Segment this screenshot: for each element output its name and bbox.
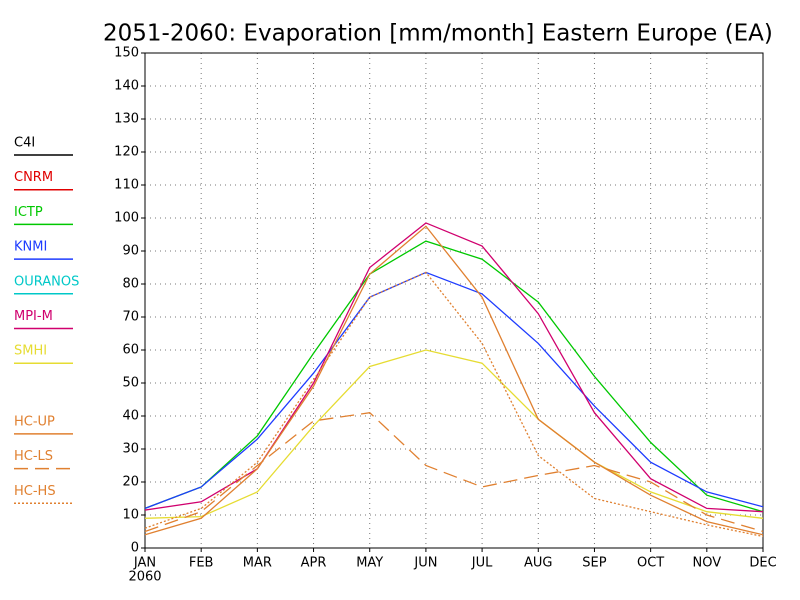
x-tick-label: DEC [749, 556, 776, 571]
plot-frame [144, 52, 764, 549]
y-tick-label: 130 [114, 112, 139, 127]
series-line [144, 222, 764, 513]
chart-title: 2051-2060: Evaporation [mm/month] Easter… [103, 21, 773, 47]
y-tick-label: 80 [122, 277, 139, 292]
y-tick-label: 0 [131, 541, 139, 556]
y-tick-label: 100 [114, 211, 139, 226]
y-tick-label: 110 [114, 178, 139, 193]
legend-label: SMHI [14, 344, 47, 359]
y-tick-label: 50 [122, 376, 139, 391]
y-tick-label: 20 [122, 475, 139, 490]
series-line [144, 271, 764, 538]
x-tick-label: NOV [693, 556, 722, 571]
y-tick-label: 140 [114, 79, 139, 94]
series-line [144, 412, 764, 533]
x-tick-label: JUN [413, 556, 437, 571]
x-tick-label: MAY [356, 556, 383, 571]
series-line [144, 271, 764, 510]
series-line [144, 225, 764, 536]
x-tick-label: JAN [133, 556, 156, 571]
legend-label: MPI-M [14, 309, 53, 324]
series-line [144, 349, 764, 519]
legend-label: C4I [14, 136, 35, 151]
x-tick-label: FEB [189, 556, 214, 571]
legend-label: KNMI [14, 240, 47, 255]
series-line [144, 240, 764, 513]
legend-label: ICTP [14, 205, 43, 220]
legend-label: HC-HS [14, 484, 56, 499]
x-tick-label: APR [301, 556, 327, 571]
legend-label: HC-UP [14, 414, 55, 429]
legend-label: CNRM [14, 170, 53, 185]
y-tick-label: 120 [114, 145, 139, 160]
y-tick-label: 40 [122, 409, 139, 424]
y-tick-label: 10 [122, 508, 139, 523]
legend-label: OURANOS [14, 274, 79, 289]
y-tick-label: 70 [122, 310, 139, 325]
y-tick-label: 60 [122, 343, 139, 358]
x-tick-label: AUG [524, 556, 552, 571]
x-tick-label: JUL [471, 556, 493, 571]
x-tick-label: OCT [637, 556, 664, 571]
y-tick-label: 150 [114, 46, 139, 61]
x-sublabel: 2060 [128, 570, 161, 585]
x-tick-label: MAR [243, 556, 272, 571]
y-tick-label: 90 [122, 244, 139, 259]
y-tick-label: 30 [122, 442, 139, 457]
legend-label: HC-LS [14, 449, 53, 464]
x-tick-label: SEP [582, 556, 606, 571]
